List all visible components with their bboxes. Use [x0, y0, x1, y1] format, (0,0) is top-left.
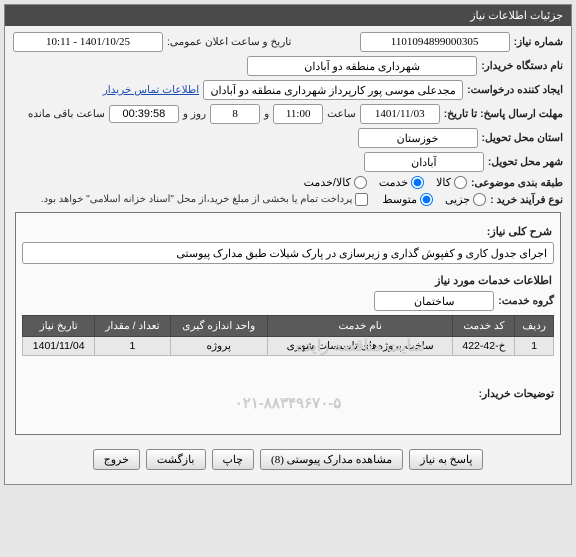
desc-field[interactable] — [22, 242, 554, 264]
watermark-phone: ۰۲۱-۸۸۳۴۹۶۷۰-۵ — [235, 394, 342, 412]
deadline-label: مهلت ارسال پاسخ: تا تاریخ: — [444, 108, 563, 120]
radio-service-input[interactable] — [411, 176, 424, 189]
radio-goods-label: کالا — [436, 176, 451, 189]
radio-medium-input[interactable] — [420, 193, 433, 206]
td-name: ساخت پروژه‌های تاسیسات شهری سایت مناقصه … — [267, 337, 453, 356]
service-group-label: گروه خدمت: — [498, 295, 554, 307]
radio-medium[interactable]: متوسط — [382, 193, 433, 206]
th-unit: واحد اندازه گیری — [170, 316, 267, 337]
radio-service-label: خدمت — [379, 176, 408, 189]
radio-goods[interactable]: کالا — [436, 176, 467, 189]
timer-box: 00:39:58 — [109, 105, 179, 123]
radio-service[interactable]: خدمت — [379, 176, 424, 189]
td-code: خ-42-422 — [453, 337, 515, 356]
td-unit: پروژه — [170, 337, 267, 356]
radio-goods-service-label: کالا/خدمت — [304, 176, 351, 189]
contact-link[interactable]: اطلاعات تماس خریدار — [103, 84, 199, 96]
panel-title: جزئیات اطلاعات نیاز — [5, 5, 571, 26]
td-row: 1 — [515, 337, 554, 356]
th-qty: تعداد / مقدار — [95, 316, 170, 337]
and-label: و — [264, 108, 269, 120]
th-code: کد خدمت — [453, 316, 515, 337]
payment-check[interactable]: پرداخت تمام یا بخشی از مبلغ خرید،از محل … — [41, 193, 369, 206]
city-label: شهر محل تحویل: — [488, 156, 563, 168]
attachments-button[interactable]: مشاهده مدارک پیوستی (8) — [260, 449, 403, 470]
province-field[interactable] — [358, 128, 478, 148]
buyer-org-label: نام دستگاه خریدار: — [481, 60, 563, 72]
radio-goods-service[interactable]: کالا/خدمت — [304, 176, 367, 189]
need-no-field[interactable] — [360, 32, 510, 52]
time-label-1: ساعت — [327, 108, 356, 120]
radio-medium-label: متوسط — [382, 193, 417, 206]
td-date: 1401/11/04 — [23, 337, 95, 356]
panel-body: شماره نیاز: تاریخ و ساعت اعلان عمومی: نا… — [5, 26, 571, 484]
radio-goods-input[interactable] — [454, 176, 467, 189]
th-row: ردیف — [515, 316, 554, 337]
td-qty: 1 — [95, 337, 170, 356]
desc-label: شرح کلی نیاز: — [24, 225, 552, 238]
process-type-radios: جزیی متوسط — [382, 193, 486, 206]
radio-goods-service-input[interactable] — [354, 176, 367, 189]
th-date: تاریخ نیاز — [23, 316, 95, 337]
need-no-label: شماره نیاز: — [514, 36, 563, 48]
payment-checkbox[interactable] — [355, 193, 368, 206]
radio-minor[interactable]: جزیی — [445, 193, 486, 206]
city-field[interactable] — [364, 152, 484, 172]
table-row[interactable]: 1 خ-42-422 ساخت پروژه‌های تاسیسات شهری س… — [23, 337, 554, 356]
requester-field[interactable] — [203, 80, 463, 100]
deadline-time-field[interactable] — [273, 104, 323, 124]
remain-label: ساعت باقی مانده — [28, 108, 105, 120]
td-name-text: ساخت پروژه‌های تاسیسات شهری — [287, 340, 434, 352]
days-label: روز و — [183, 108, 206, 120]
exit-button[interactable]: خروج — [93, 449, 140, 470]
subject-class-label: طبقه بندی موضوعی: — [471, 177, 563, 189]
table-header-row: ردیف کد خدمت نام خدمت واحد اندازه گیری ت… — [23, 316, 554, 337]
payment-note: پرداخت تمام یا بخشی از مبلغ خرید،از محل … — [41, 194, 353, 205]
subject-class-radios: کالا خدمت کالا/خدمت — [304, 176, 467, 189]
deadline-date-field[interactable] — [360, 104, 440, 124]
province-label: استان محل تحویل: — [482, 132, 563, 144]
services-info-label: اطلاعات خدمات مورد نیاز — [24, 274, 552, 287]
details-panel: جزئیات اطلاعات نیاز شماره نیاز: تاریخ و … — [4, 4, 572, 485]
footer-buttons: پاسخ به نیاز مشاهده مدارک پیوستی (8) چاپ… — [13, 441, 563, 478]
buyer-org-field[interactable] — [247, 56, 477, 76]
buyer-notes-label: توضیحات خریدار: — [479, 388, 554, 400]
requester-label: ایجاد کننده درخواست: — [467, 84, 563, 96]
process-type-label: نوع فرآیند خرید : — [490, 194, 563, 206]
radio-minor-label: جزیی — [445, 193, 470, 206]
print-button[interactable]: چاپ — [212, 449, 255, 470]
th-name: نام خدمت — [267, 316, 453, 337]
announce-label: تاریخ و ساعت اعلان عمومی: — [167, 36, 291, 48]
announce-field[interactable] — [13, 32, 163, 52]
buyer-notes-row: توضیحات خریدار: ۰۲۱-۸۸۳۴۹۶۷۰-۵ — [22, 364, 554, 424]
days-field[interactable] — [210, 104, 260, 124]
service-group-field[interactable] — [374, 291, 494, 311]
description-box: شرح کلی نیاز: اطلاعات خدمات مورد نیاز گر… — [15, 212, 561, 435]
radio-minor-input[interactable] — [473, 193, 486, 206]
back-button[interactable]: بازگشت — [146, 449, 206, 470]
reply-button[interactable]: پاسخ به نیاز — [409, 449, 483, 470]
services-table: ردیف کد خدمت نام خدمت واحد اندازه گیری ت… — [22, 315, 554, 356]
